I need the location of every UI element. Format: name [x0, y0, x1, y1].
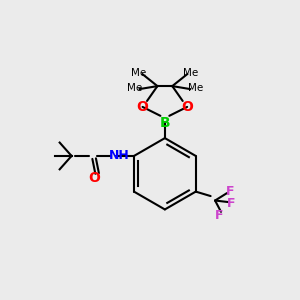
Text: F: F	[215, 209, 224, 222]
Text: Me: Me	[183, 68, 198, 78]
Text: O: O	[181, 100, 193, 114]
Text: B: B	[160, 116, 170, 130]
Text: F: F	[226, 185, 234, 198]
Text: O: O	[88, 171, 100, 185]
Text: Me: Me	[131, 68, 147, 78]
Text: F: F	[227, 197, 236, 210]
Text: O: O	[136, 100, 148, 114]
Text: Me: Me	[127, 83, 142, 94]
Text: Me: Me	[188, 83, 203, 94]
Text: NH: NH	[109, 149, 130, 162]
